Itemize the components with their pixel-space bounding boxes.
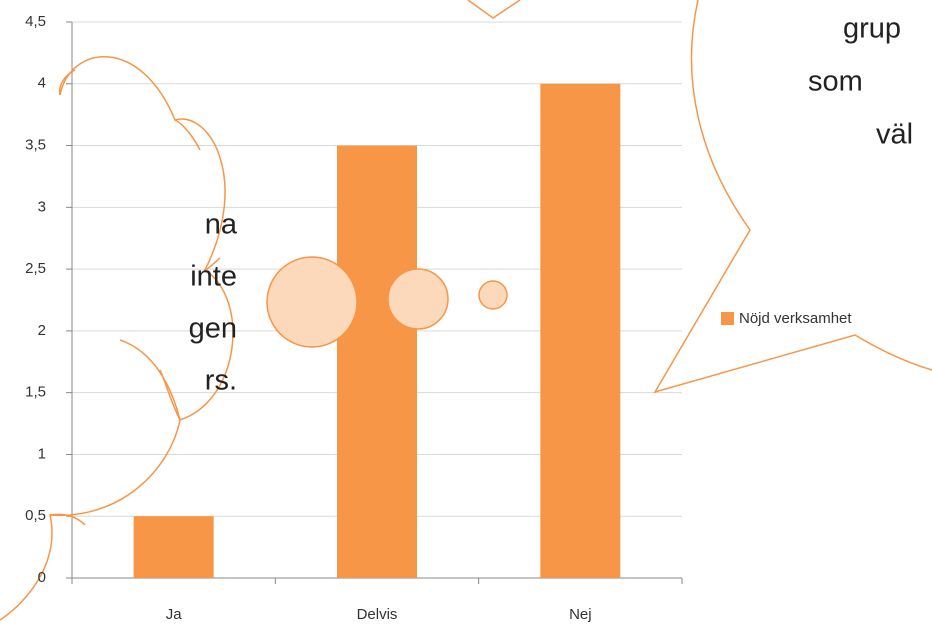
y-tick-label: 4 — [38, 75, 46, 92]
callout-outline — [653, 0, 932, 394]
bar — [133, 516, 214, 578]
callout-text: na — [205, 209, 238, 241]
callout-tail — [467, 0, 521, 19]
x-tick-label: Nej — [569, 606, 592, 623]
legend-swatch — [721, 312, 734, 325]
y-tick-label: 1 — [38, 445, 46, 462]
callout-text: gen — [189, 313, 237, 345]
bar — [337, 145, 417, 579]
y-tick-label: 3,5 — [25, 137, 46, 154]
cloud-bubble — [387, 268, 449, 330]
x-tick-label: Ja — [166, 606, 183, 623]
callout-text: inte — [190, 261, 237, 293]
callout-text: väl — [876, 119, 913, 151]
cloud-callout — [0, 55, 508, 621]
y-tick-label: 3 — [38, 198, 46, 215]
callout-text: rs. — [205, 365, 237, 397]
labels: 0 0,5 1 1,5 2 2,5 3 3,5 4 4,5 Ja Delvis Nej Nöjd verk… — [25, 13, 913, 623]
y-tick-label: 2 — [38, 322, 46, 339]
y-tick-label: 0 — [38, 569, 46, 586]
y-tick-label: 0,5 — [25, 507, 46, 524]
cloud-bubble — [478, 280, 508, 310]
y-tick-label: 2,5 — [25, 260, 46, 277]
x-tick-label: Delvis — [357, 606, 398, 623]
bar — [540, 83, 621, 579]
legend-label: Nöjd verksamhet — [739, 310, 852, 327]
cloud-bubble — [266, 256, 358, 348]
speech-callout — [467, 0, 932, 394]
callout-text: grup — [843, 13, 901, 45]
plot — [66, 21, 683, 584]
callout-text: som — [808, 66, 863, 98]
y-tick-label: 4,5 — [25, 13, 46, 30]
y-tick-label: 1,5 — [25, 384, 46, 401]
cloud-detail — [49, 69, 221, 526]
